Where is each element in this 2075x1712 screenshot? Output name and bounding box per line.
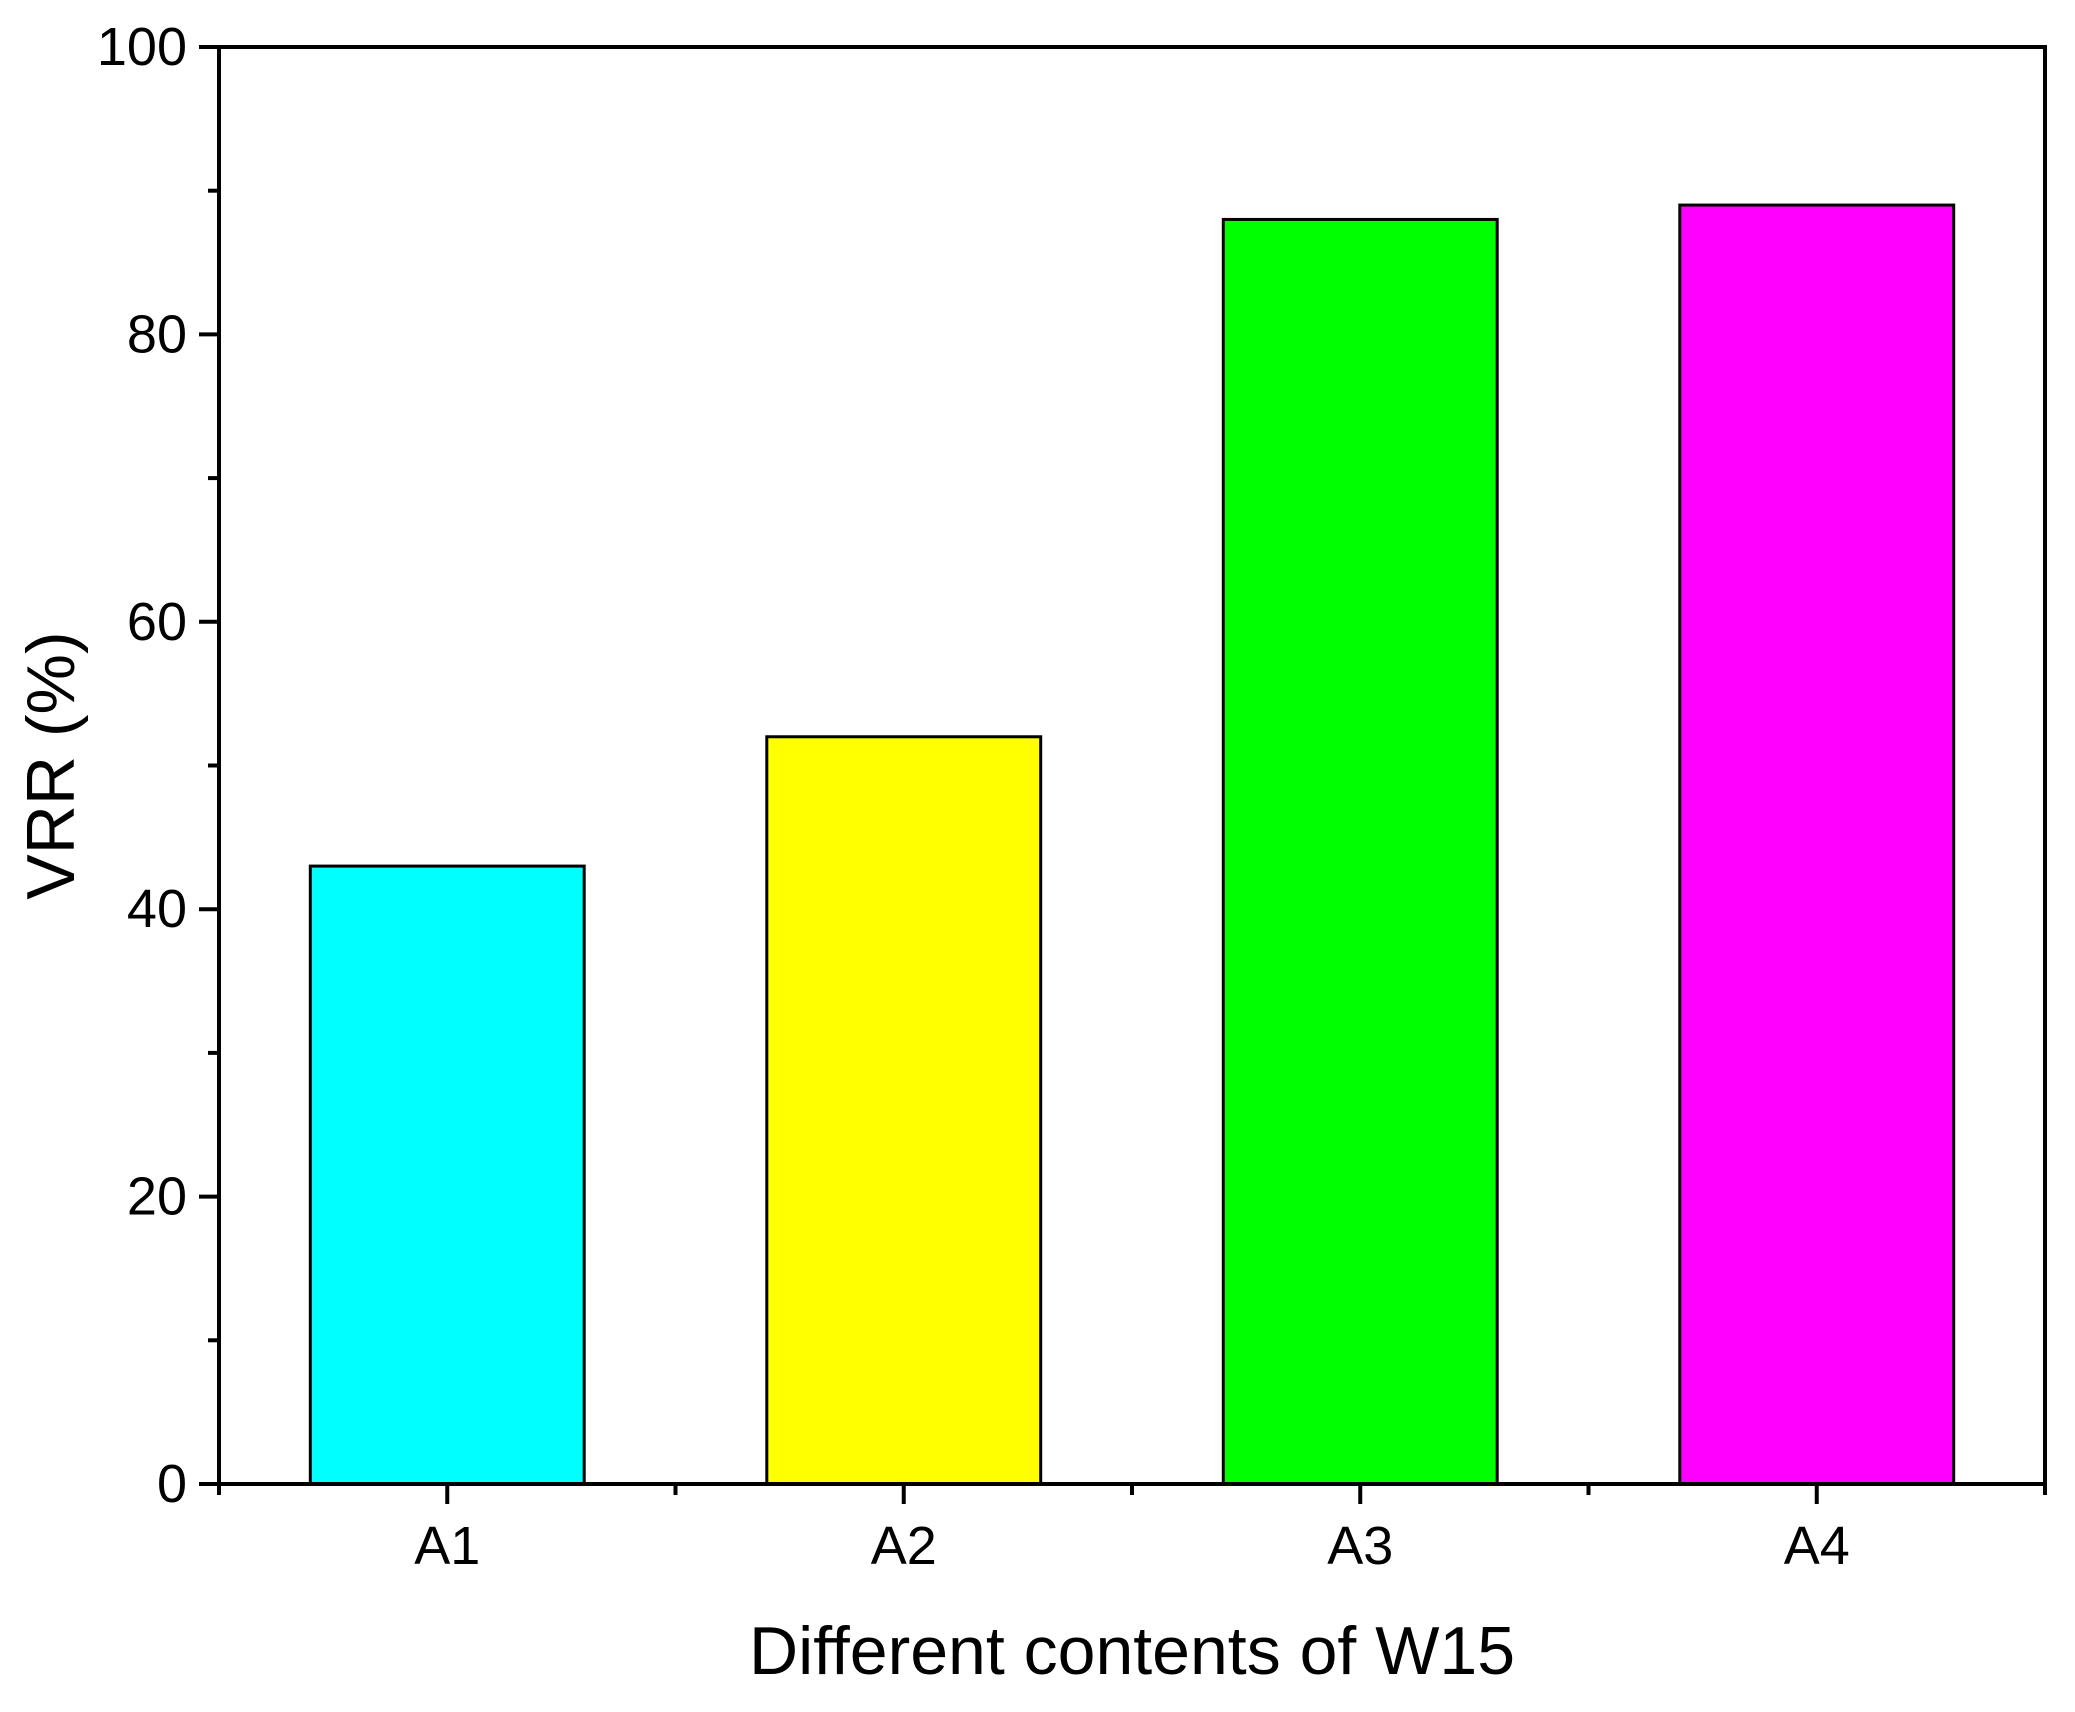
y-tick-label: 60 xyxy=(127,592,187,652)
y-tick-label: 0 xyxy=(157,1454,187,1514)
x-tick-label-a3: A3 xyxy=(1327,1516,1393,1576)
y-tick-label: 20 xyxy=(127,1167,187,1227)
bar-a2 xyxy=(765,735,1043,1486)
bar-a1 xyxy=(308,864,586,1486)
y-tick-label: 40 xyxy=(127,879,187,939)
tick-labels-group: 0 20 40 60 80 100 A1 A2 A3 A4 xyxy=(97,17,1850,1576)
bar-a3 xyxy=(1221,217,1499,1486)
ticks-group xyxy=(199,45,2047,1504)
y-tick-label: 100 xyxy=(97,17,187,77)
x-tick-label-a1: A1 xyxy=(414,1516,480,1576)
bars-group xyxy=(308,203,1956,1486)
y-axis-title: VRR (%) xyxy=(13,631,89,899)
x-axis-title: Different contents of W15 xyxy=(749,1613,1515,1689)
x-tick-label-a4: A4 xyxy=(1784,1516,1850,1576)
x-tick-label-a2: A2 xyxy=(871,1516,937,1576)
y-tick-label: 80 xyxy=(127,304,187,364)
bar-a4 xyxy=(1678,203,1956,1486)
